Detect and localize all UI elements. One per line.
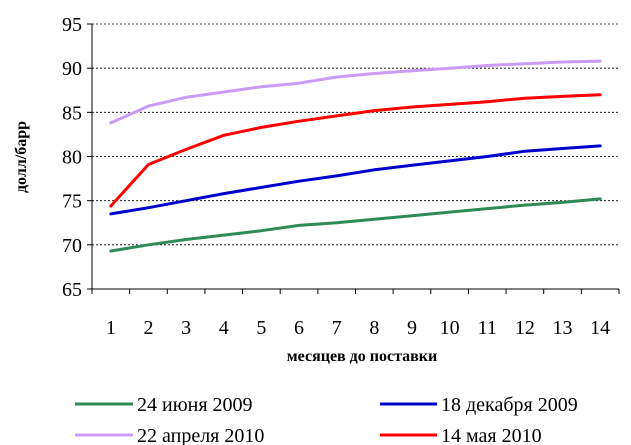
- x-tick-label: 2: [143, 317, 153, 339]
- y-tick-label: 95: [62, 14, 82, 36]
- series-line-3: [109, 59, 602, 125]
- y-tick-label: 90: [62, 58, 82, 80]
- x-tick-label: 12: [515, 317, 535, 339]
- x-tick-label: 10: [440, 317, 460, 339]
- legend-item: 14 мая 2010: [380, 425, 542, 445]
- series-lines: [109, 59, 602, 253]
- y-tick-labels: 65 70 75 80 85 90 95: [62, 14, 82, 301]
- legend-label: 24 июня 2009: [137, 394, 253, 416]
- x-tick-label: 13: [553, 317, 573, 339]
- axes: [87, 23, 620, 294]
- y-axis-title: долл/барр: [13, 121, 30, 193]
- x-tick-label: 4: [219, 317, 229, 339]
- y-tick-label: 85: [62, 102, 82, 124]
- legend: 24 июня 2009 18 декабря 2009 22 апреля 201…: [75, 394, 578, 445]
- x-tick-label: 1: [106, 317, 116, 339]
- x-tick-label: 8: [369, 317, 379, 339]
- legend-label: 14 мая 2010: [441, 425, 542, 445]
- x-axis-title: месяцев до поставки: [287, 348, 437, 365]
- y-tick-label: 70: [62, 235, 82, 257]
- y-tick-label: 80: [62, 147, 82, 169]
- y-tick-label: 75: [62, 191, 82, 213]
- gridlines: [92, 23, 619, 246]
- x-tick-labels: 1 2 3 4 5 6 7 8 9 10 11 12 13 14: [106, 317, 610, 339]
- y-tick-label: 65: [62, 279, 82, 301]
- x-tick-label: 9: [407, 317, 417, 339]
- legend-item: 18 декабря 2009: [380, 394, 578, 416]
- legend-label: 22 апреля 2010: [137, 425, 264, 445]
- legend-item: 24 июня 2009: [75, 394, 253, 416]
- x-tick-label: 7: [332, 317, 342, 339]
- x-tick-label: 3: [181, 317, 191, 339]
- x-tick-label: 14: [590, 317, 610, 339]
- series-line-4: [109, 93, 602, 208]
- legend-label: 18 декабря 2009: [441, 394, 578, 416]
- series-line-2: [109, 144, 602, 216]
- x-tick-label: 6: [294, 317, 304, 339]
- x-tick-label: 5: [256, 317, 266, 339]
- x-tick-label: 11: [478, 317, 497, 339]
- series-line-1: [109, 197, 602, 253]
- legend-item: 22 апреля 2010: [75, 425, 264, 445]
